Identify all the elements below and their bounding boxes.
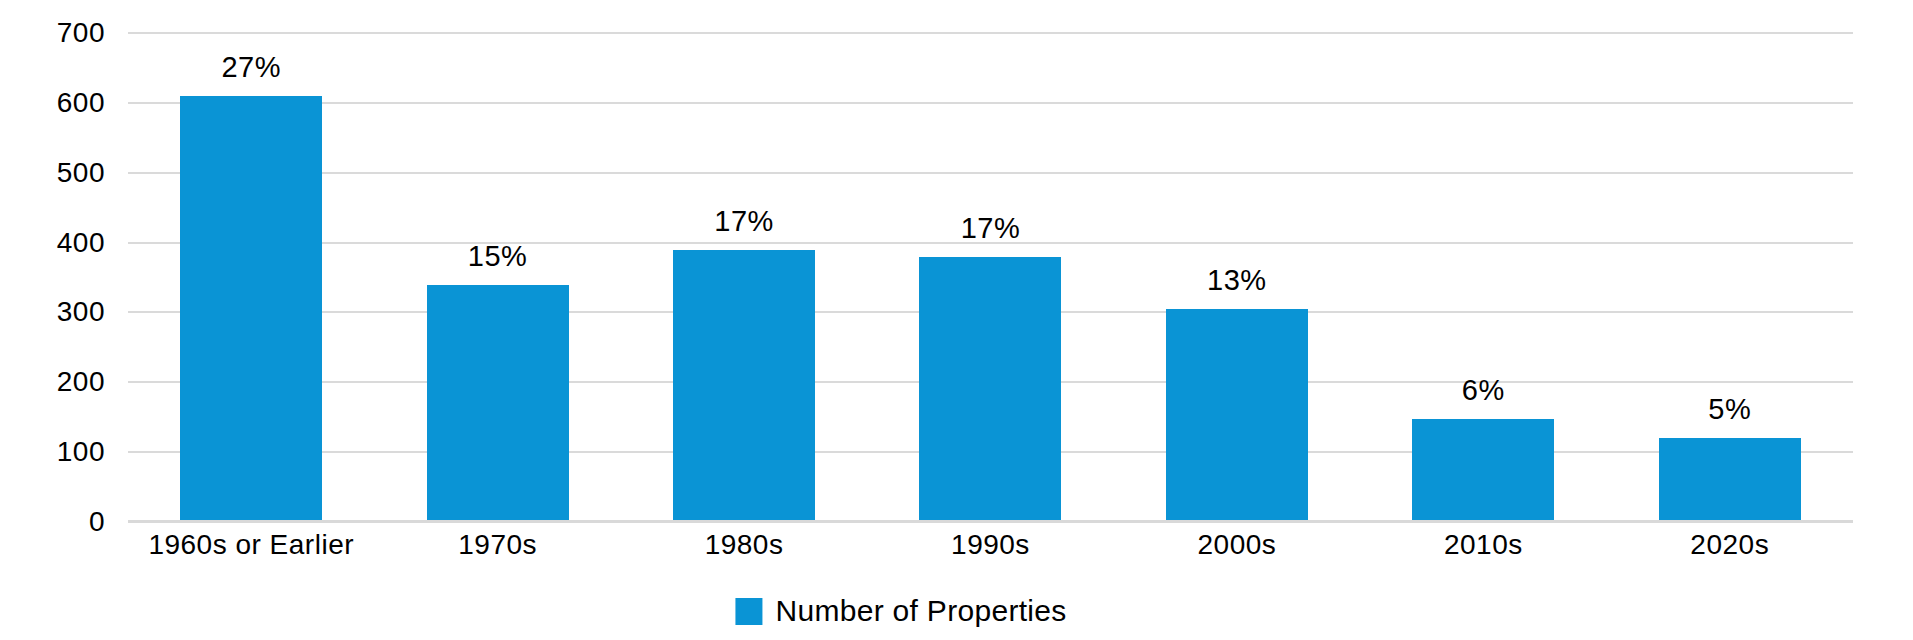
x-axis-line [128,520,1853,523]
y-tick-label: 300 [0,295,105,329]
x-tick-label: 2010s [1360,528,1606,562]
x-tick-label: 1960s or Earlier [128,528,374,562]
bars-row: 27% 15% 17% 17% 13% 6% 5% [128,33,1853,522]
y-axis: 0100200300400500600700 [0,33,105,522]
plot-area: 27% 15% 17% 17% 13% 6% 5% [128,33,1853,522]
bar-chart: 0 100 200 300 400 500 600 700 27% 15% 17% 17% 13% 6%… [0,0,1913,640]
x-tick-label: 1980s [621,528,867,562]
bar: 6% [1412,419,1554,522]
x-tick-label: 2020s [1607,528,1853,562]
y-tick-label: 400 [0,226,105,260]
bar-value-label: 27% [221,50,281,84]
bar-value-label: 17% [714,204,774,238]
bar-slot: 17% [867,33,1113,522]
x-tick-label: 1970s [374,528,620,562]
y-tick-label: 500 [0,156,105,190]
x-tick-label: 2000s [1114,528,1360,562]
bar: 13% [1166,309,1308,522]
y-tick-label: 0 [0,505,105,539]
bar-slot: 6% [1360,33,1606,522]
bar: 17% [673,250,815,522]
bar: 15% [427,285,569,523]
bar-value-label: 6% [1462,373,1505,407]
bar: 17% [919,257,1061,522]
x-tick-label: 1990s [867,528,1113,562]
bar-slot: 15% [374,33,620,522]
bar-slot: 17% [621,33,867,522]
bar-slot: 5% [1607,33,1853,522]
bar-value-label: 15% [468,239,528,273]
bar-value-label: 5% [1708,392,1751,426]
legend-label: Number of Properties [775,593,1066,629]
y-tick-label: 600 [0,86,105,120]
bar-value-label: 17% [961,211,1021,245]
y-tick-label: 700 [0,16,105,50]
bar-slot: 27% [128,33,374,522]
bar: 27% [180,96,322,522]
legend: Number of Properties [735,593,1066,629]
x-axis: 1960s or Earlier1970s1980s1990s2000s2010… [128,528,1853,562]
y-tick-label: 100 [0,435,105,469]
bar: 5% [1659,438,1801,522]
bar-slot: 13% [1114,33,1360,522]
y-tick-label: 200 [0,365,105,399]
bar-value-label: 13% [1207,263,1267,297]
legend-swatch-icon [735,598,762,625]
